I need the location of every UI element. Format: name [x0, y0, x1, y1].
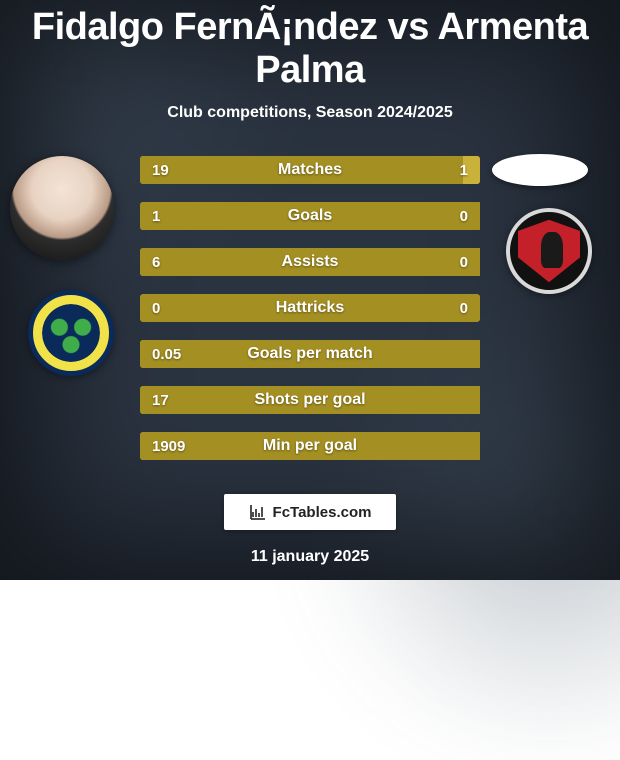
metric-value-right: 0 — [460, 208, 468, 225]
metric-label: Goals — [140, 207, 480, 225]
metric-value-right: 1 — [460, 162, 468, 179]
player-right-avatar — [492, 154, 588, 186]
footer: FcTables.com 11 january 2025 — [0, 494, 620, 566]
metric-bars: 19Matches11Goals06Assists00Hattricks00.0… — [140, 156, 480, 460]
metric-value-right: 0 — [460, 300, 468, 317]
metric-label: Hattricks — [140, 299, 480, 317]
brand-chart-icon — [249, 503, 267, 521]
club-right-badge — [506, 208, 592, 294]
metric-label: Matches — [140, 161, 480, 179]
subtitle: Club competitions, Season 2024/2025 — [0, 104, 620, 122]
club-america-icon — [42, 304, 100, 362]
metric-label: Assists — [140, 253, 480, 271]
player-left-avatar — [10, 156, 114, 260]
metric-row: 1909Min per goal — [140, 432, 480, 460]
metric-row: 0Hattricks0 — [140, 294, 480, 322]
metric-row: 0.05Goals per match — [140, 340, 480, 368]
metric-value-right: 0 — [460, 254, 468, 271]
comparison-arena: 19Matches11Goals06Assists00Hattricks00.0… — [0, 156, 620, 476]
brand-text: FcTables.com — [273, 504, 372, 521]
metric-label: Shots per goal — [140, 391, 480, 409]
metric-row: 19Matches1 — [140, 156, 480, 184]
club-left-badge — [28, 290, 114, 376]
metric-label: Goals per match — [140, 345, 480, 363]
metric-row: 1Goals0 — [140, 202, 480, 230]
date-text: 11 january 2025 — [251, 548, 369, 566]
metric-row: 17Shots per goal — [140, 386, 480, 414]
page-title: Fidalgo FernÃ¡ndez vs Armenta Palma — [0, 0, 620, 92]
brand-box[interactable]: FcTables.com — [224, 494, 396, 530]
metric-label: Min per goal — [140, 437, 480, 455]
metric-row: 6Assists0 — [140, 248, 480, 276]
